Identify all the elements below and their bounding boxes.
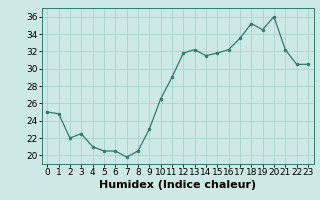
X-axis label: Humidex (Indice chaleur): Humidex (Indice chaleur)	[99, 180, 256, 190]
